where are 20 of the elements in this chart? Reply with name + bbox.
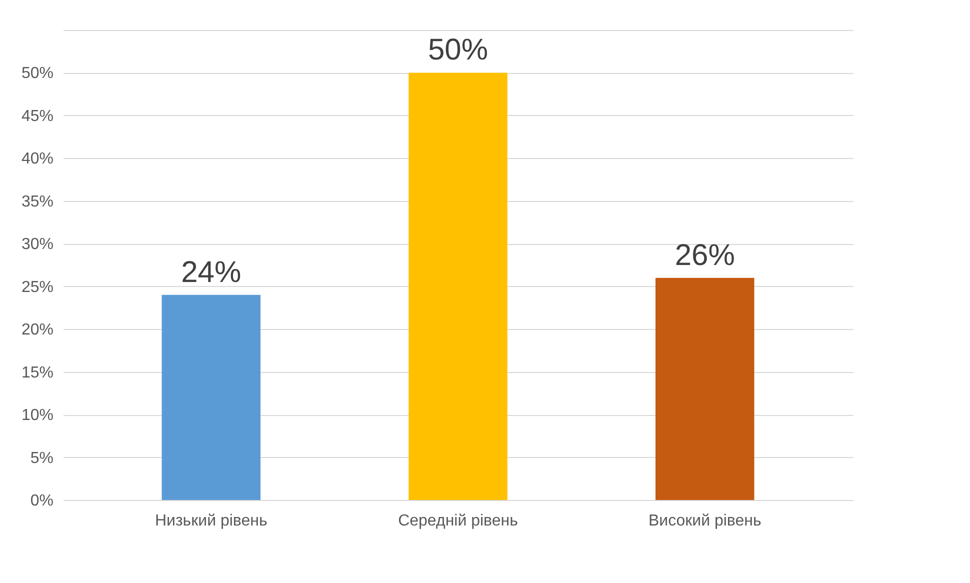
bar: [408, 72, 508, 500]
y-tick-label: 15%: [21, 364, 54, 382]
y-tick-label: 35%: [21, 193, 54, 210]
bar: [162, 294, 260, 500]
data-label: 50%: [428, 34, 488, 67]
x-tick-label: Низький рівень: [154, 512, 268, 530]
data-label: 24%: [181, 256, 242, 289]
x-tick-label: Високий рівень: [648, 512, 762, 530]
x-tick-label: Середній рівень: [398, 512, 518, 530]
bar: [656, 278, 754, 500]
data-label: 26%: [674, 238, 735, 272]
y-tick-label: 0%: [30, 492, 54, 510]
y-tick-label: 5%: [30, 450, 54, 467]
y-tick-label: 25%: [21, 278, 54, 296]
y-tick-label: 30%: [21, 236, 54, 254]
y-tick-label: 10%: [21, 407, 54, 424]
y-tick-label: 50%: [21, 65, 54, 82]
y-tick-label: 45%: [21, 108, 54, 125]
y-tick-label: 20%: [21, 322, 54, 339]
y-tick-label: 40%: [21, 150, 54, 168]
